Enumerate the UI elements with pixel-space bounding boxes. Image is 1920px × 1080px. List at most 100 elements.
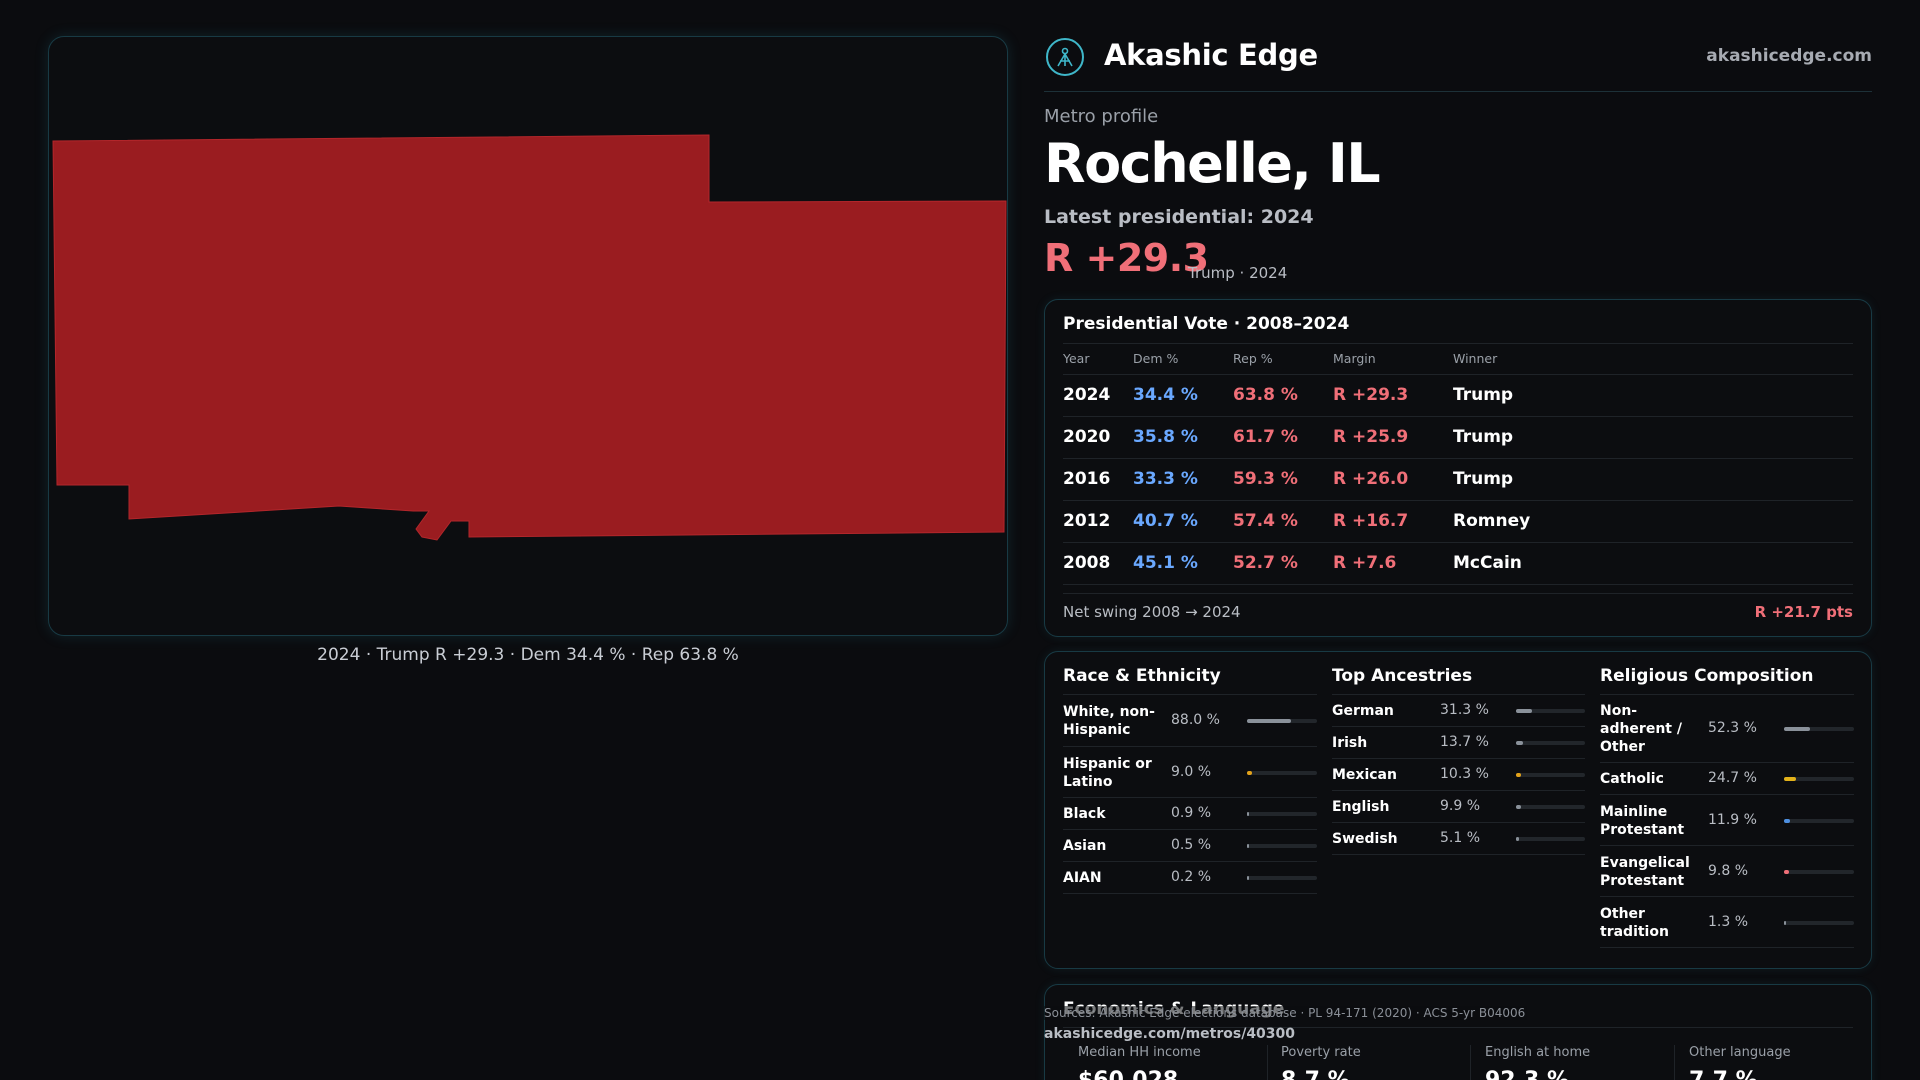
race-ethnicity-section: Race & Ethnicity White, non-Hispanic 88.0… (1063, 666, 1317, 894)
table-row: 2016 33.3 % 59.3 % R +26.0 Trump (1063, 459, 1853, 501)
cell-rep: 61.7 % (1233, 427, 1298, 447)
item-label: Black (1063, 806, 1106, 822)
header-year: Year (1063, 351, 1090, 366)
item-bar-fill (1516, 837, 1519, 841)
item-label: Mainline Protestant (1600, 804, 1685, 838)
econ-label: Median HH income (1078, 1045, 1201, 1060)
cell-dem: 35.8 % (1133, 427, 1198, 447)
vote-table: Year Dem % Rep % Margin Winner 2024 34.4… (1063, 346, 1853, 585)
item-label: AIAN (1063, 870, 1102, 886)
item-value: 9.9 % (1440, 798, 1481, 814)
econ-median-income: Median HH income $60,028 (1078, 1045, 1268, 1080)
cell-winner: Trump (1453, 469, 1514, 489)
cell-dem: 34.4 % (1133, 385, 1198, 405)
latest-presidential-label: Latest presidential: 2024 (1044, 206, 1314, 228)
item-label: Swedish (1332, 831, 1398, 847)
brand-url-link[interactable]: akashicedge.com (1706, 46, 1872, 66)
econ-value: 7.7 % (1689, 1068, 1879, 1080)
list-item: Asian 0.5 % (1063, 830, 1317, 862)
list-item: Non-adherent / Other 52.3 % (1600, 695, 1854, 763)
cell-margin: R +26.0 (1333, 469, 1409, 489)
cell-winner: Romney (1453, 511, 1531, 531)
item-bar-track (1247, 812, 1317, 816)
item-bar-track (1247, 876, 1317, 880)
ancestries-section: Top Ancestries German 31.3 % Irish 13.7 % Me… (1332, 666, 1585, 855)
cell-margin: R +7.6 (1333, 553, 1397, 573)
brand-header: Akashic Edge akashicedge.com (1044, 34, 1872, 92)
item-bar-track (1516, 741, 1585, 745)
econ-poverty-rate: Poverty rate 8.7 % (1281, 1045, 1471, 1080)
item-bar-track (1516, 837, 1585, 841)
item-bar-track (1247, 719, 1317, 723)
item-bar-fill (1516, 805, 1521, 809)
footer-url-link[interactable]: akashicedge.com/metros/40300 (1044, 1026, 1296, 1042)
net-swing-value: R +21.7 pts (1754, 603, 1853, 621)
cell-margin: R +29.3 (1333, 385, 1409, 405)
map-caption: 2024 · Trump R +29.3 · Dem 34.4 % · Rep … (317, 645, 739, 665)
divider (1600, 694, 1854, 695)
cell-year: 2020 (1063, 427, 1111, 447)
cell-rep: 63.8 % (1233, 385, 1298, 405)
econ-value: 8.7 % (1281, 1068, 1471, 1080)
item-bar-track (1247, 844, 1317, 848)
list-item: Evangelical Protestant 9.8 % (1600, 846, 1854, 897)
list-item: Mexican 10.3 % (1332, 759, 1585, 791)
header-rep: Rep % (1233, 351, 1273, 366)
divider (1470, 1045, 1471, 1080)
item-label: Mexican (1332, 767, 1397, 783)
cell-rep: 57.4 % (1233, 511, 1298, 531)
item-value: 9.8 % (1708, 863, 1749, 879)
metro-boundary-shape[interactable] (52, 134, 1007, 541)
item-label: White, non-Hispanic (1063, 704, 1155, 738)
item-value: 9.0 % (1171, 764, 1212, 780)
cell-year: 2012 (1063, 511, 1111, 531)
race-section-title: Race & Ethnicity (1063, 666, 1221, 686)
item-value: 1.3 % (1708, 914, 1749, 930)
divider (1063, 343, 1853, 344)
item-bar-track (1516, 805, 1585, 809)
header-winner: Winner (1453, 351, 1498, 366)
item-label: Evangelical Protestant (1600, 855, 1690, 889)
item-value: 88.0 % (1171, 712, 1220, 728)
item-value: 0.2 % (1171, 869, 1212, 885)
item-label: German (1332, 703, 1394, 719)
cell-winner: Trump (1453, 385, 1514, 405)
item-bar-fill (1784, 870, 1789, 874)
econ-label: Poverty rate (1281, 1045, 1361, 1060)
table-row: 2020 35.8 % 61.7 % R +25.9 Trump (1063, 417, 1853, 459)
table-row: 2024 34.4 % 63.8 % R +29.3 Trump (1063, 375, 1853, 417)
ancestries-list: German 31.3 % Irish 13.7 % Mexican 10.3 % Engl… (1332, 695, 1585, 855)
item-label: Hispanic or Latino (1063, 756, 1152, 790)
item-bar-track (1784, 921, 1854, 925)
item-bar-fill (1247, 771, 1252, 775)
header-margin: Margin (1333, 351, 1376, 366)
item-label: Catholic (1600, 771, 1664, 787)
brand-logo-icon[interactable] (1046, 38, 1084, 76)
item-bar-track (1516, 773, 1585, 777)
econ-label: English at home (1485, 1045, 1591, 1060)
religion-section-title: Religious Composition (1600, 666, 1814, 686)
religion-section: Religious Composition Non-adherent / Oth… (1600, 666, 1854, 948)
cell-margin: R +25.9 (1333, 427, 1409, 447)
item-bar-fill (1516, 709, 1532, 713)
net-swing-label: Net swing 2008 → 2024 (1063, 603, 1241, 621)
item-value: 13.7 % (1440, 734, 1489, 750)
item-bar-track (1784, 777, 1854, 781)
item-bar-track (1784, 819, 1854, 823)
divider (1332, 694, 1585, 695)
item-bar-fill (1516, 773, 1521, 777)
latest-margin-subtitle: Trump · 2024 (1188, 264, 1288, 282)
item-value: 31.3 % (1440, 702, 1489, 718)
map-panel[interactable] (48, 36, 1008, 636)
item-value: 24.7 % (1708, 770, 1757, 786)
metro-map[interactable] (49, 37, 1008, 636)
list-item: Catholic 24.7 % (1600, 763, 1854, 795)
item-bar-fill (1247, 876, 1249, 880)
divider (1674, 1045, 1675, 1080)
list-item: Black 0.9 % (1063, 798, 1317, 830)
item-bar-track (1516, 709, 1585, 713)
cell-dem: 40.7 % (1133, 511, 1198, 531)
ancestries-section-title: Top Ancestries (1332, 666, 1473, 686)
divider (1267, 1045, 1268, 1080)
divider (1063, 593, 1853, 594)
